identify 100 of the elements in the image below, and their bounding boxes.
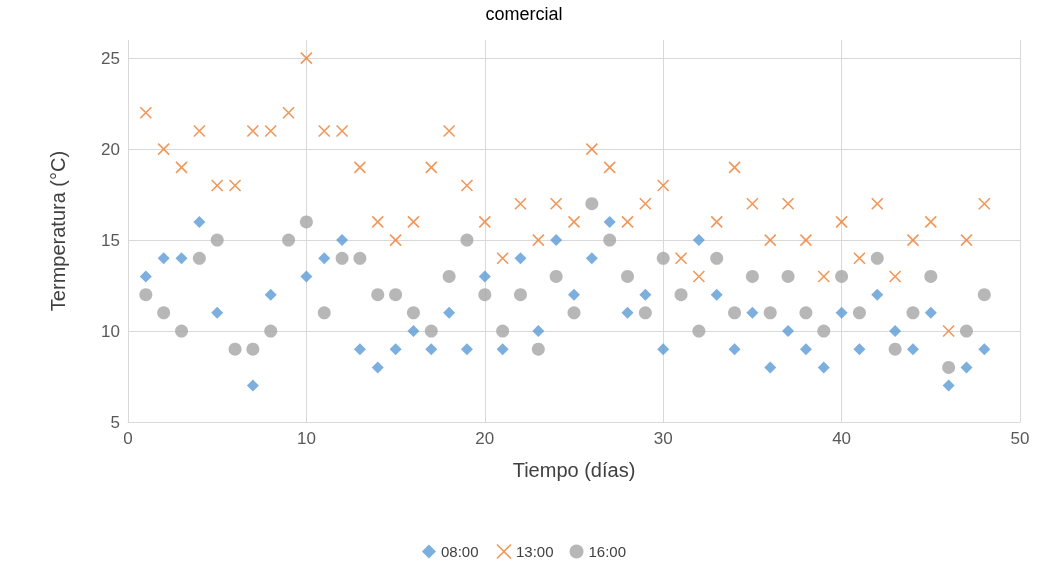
point (228, 179, 242, 192)
point (710, 215, 724, 229)
point (639, 197, 652, 211)
point (835, 269, 849, 283)
x-tick-label: 30 (653, 429, 673, 448)
point (817, 324, 831, 338)
point (335, 251, 349, 265)
point (585, 252, 598, 265)
point (371, 215, 385, 229)
point (496, 251, 509, 265)
point (139, 106, 153, 120)
point (852, 306, 866, 320)
point (264, 288, 277, 301)
point (888, 342, 902, 356)
point (317, 306, 331, 320)
point (264, 124, 278, 138)
point (424, 324, 438, 338)
point (407, 325, 420, 338)
point (425, 343, 438, 356)
point (460, 179, 474, 192)
point (978, 343, 991, 356)
point (460, 343, 473, 356)
point (621, 306, 634, 319)
point (799, 343, 812, 356)
point (799, 306, 813, 320)
point (513, 288, 527, 302)
point (692, 270, 706, 283)
point (317, 124, 331, 138)
point (870, 197, 884, 211)
legend-label: 08:00 (440, 543, 479, 560)
point (496, 324, 510, 338)
x-axis-title: Tiempo (días) (512, 459, 636, 481)
point (550, 234, 563, 247)
point (211, 306, 224, 319)
y-tick-label: 5 (110, 412, 120, 432)
point (568, 288, 580, 301)
point (406, 306, 420, 320)
point (960, 361, 973, 374)
point (371, 361, 384, 374)
point (299, 215, 313, 229)
point (746, 197, 759, 211)
y-axis-title: Termperatura (°C) (47, 150, 69, 312)
x-tick-label: 40 (832, 429, 852, 448)
point (853, 343, 866, 356)
point (353, 161, 367, 174)
point (746, 306, 759, 319)
y-tick-label: 10 (101, 321, 120, 341)
point (157, 306, 171, 320)
point (318, 252, 331, 265)
point (175, 161, 188, 174)
point (763, 306, 777, 320)
point (246, 124, 260, 138)
point (959, 324, 973, 338)
point (193, 215, 206, 228)
point (656, 179, 670, 192)
point (389, 343, 402, 356)
point (781, 269, 795, 283)
point (674, 251, 688, 265)
point (478, 215, 492, 229)
point (139, 270, 152, 283)
point (638, 306, 652, 320)
point (585, 197, 599, 211)
point (799, 233, 813, 247)
point (692, 234, 705, 247)
point (924, 306, 937, 319)
point (210, 233, 224, 247)
point (389, 233, 402, 247)
point (371, 288, 385, 302)
point (246, 379, 259, 392)
point (442, 124, 456, 138)
point (763, 233, 777, 247)
point (781, 197, 795, 211)
point (924, 269, 938, 283)
point (246, 342, 260, 356)
point (942, 324, 955, 338)
y-tick-label: 20 (101, 139, 120, 159)
point (532, 325, 545, 338)
point (282, 233, 296, 247)
point (192, 251, 206, 265)
point (817, 361, 830, 374)
point (175, 324, 189, 338)
point (745, 269, 759, 283)
point (692, 324, 706, 338)
point (674, 288, 688, 302)
point (906, 343, 919, 356)
point (478, 270, 491, 283)
point (889, 325, 902, 338)
point (549, 269, 563, 283)
point (978, 197, 991, 211)
point (621, 269, 635, 283)
point (603, 161, 616, 174)
point (532, 233, 545, 247)
point (228, 342, 242, 356)
point (853, 251, 866, 265)
point (657, 343, 670, 356)
point (977, 288, 991, 302)
point (817, 270, 831, 283)
point (443, 306, 456, 319)
point (639, 288, 652, 301)
point (514, 252, 527, 265)
